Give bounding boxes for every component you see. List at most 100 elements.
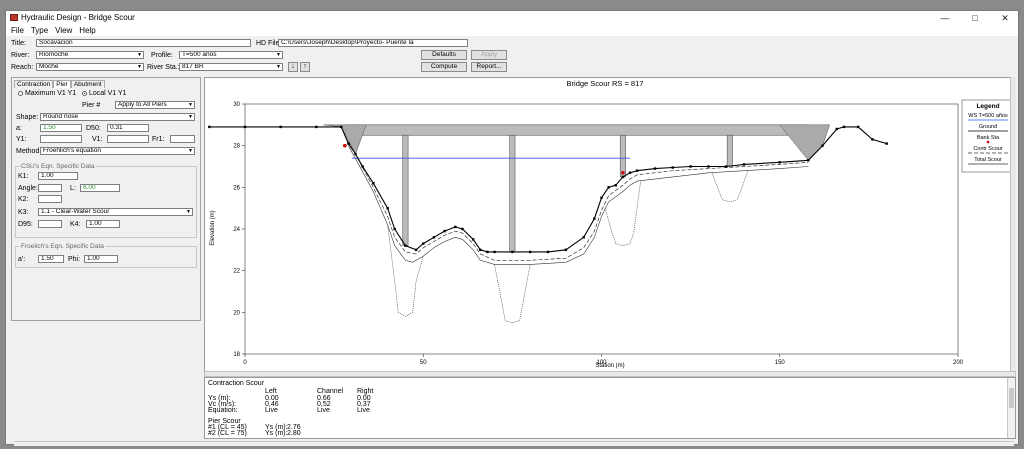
ground-line (209, 126, 887, 253)
scroll-thumb[interactable] (1009, 388, 1014, 408)
y-tick-label: 26 (233, 185, 240, 191)
a-prime-input[interactable]: 1.50 (38, 255, 64, 263)
a-input[interactable]: 1.50 (40, 124, 82, 132)
chart-title: Bridge Scour RS = 817 (567, 79, 644, 88)
d50-input[interactable]: 0.31 (107, 124, 149, 132)
profile-select[interactable]: T=500 años ▼ (179, 51, 283, 59)
k4-input[interactable]: 1.00 (86, 220, 120, 228)
l-input[interactable]: 6.00 (80, 184, 120, 192)
fr1-input[interactable] (170, 135, 195, 143)
l-label: L: (70, 185, 76, 192)
ground-point (479, 248, 482, 252)
close-icon[interactable]: ✕ (1001, 13, 1009, 23)
pier-scour-line (711, 170, 748, 203)
x-axis-label: Station (m) (595, 363, 624, 369)
k2-input[interactable] (38, 195, 62, 203)
report-button[interactable]: Report... (471, 62, 507, 72)
k1-input[interactable]: 1.00 (38, 172, 78, 180)
y-tick-label: 30 (233, 102, 240, 108)
y-tick-label: 24 (233, 227, 240, 233)
ground-point (600, 196, 603, 199)
k3-select[interactable]: 1.1 - Clear-Water Scour ▼ (38, 208, 193, 216)
title-bar: Hydraulic Design - Bridge Scour — □ ✕ (6, 11, 1018, 25)
col-right: Right (357, 388, 374, 395)
apply-all-piers-select[interactable]: Apply to All Piers ▼ (115, 101, 195, 109)
angle-input[interactable] (38, 184, 62, 192)
defaults-button[interactable]: Defaults (421, 50, 467, 60)
ground-point (689, 165, 692, 168)
reach-select[interactable]: Moche ▼ (36, 63, 144, 71)
tab-contraction[interactable]: Contraction (14, 80, 54, 88)
menu-file[interactable]: File (11, 26, 24, 35)
river-sta-label: River Sta.: (147, 64, 180, 71)
ground-point (354, 152, 357, 156)
ground-point (315, 125, 318, 129)
hd-file-field[interactable]: C:\Users\Joseph\Desktop\Proyecto- Puente… (278, 39, 468, 47)
ground-point (208, 125, 211, 129)
y1-input[interactable] (40, 135, 82, 143)
d95-label: D95: (18, 221, 33, 228)
ground-point (279, 125, 282, 129)
output-scrollbar[interactable] (1007, 378, 1015, 438)
x-tick-label: 200 (953, 360, 964, 366)
down-arrow-button[interactable]: ↓ (288, 62, 298, 72)
col-channel: Channel (317, 388, 344, 395)
cell: Live (265, 407, 278, 414)
chart-horizontal-scrollbar[interactable] (204, 371, 1016, 377)
tab-pier[interactable]: Pier (53, 80, 71, 88)
river-select[interactable]: Riomoche ▼ (36, 51, 144, 59)
method-select[interactable]: Froehlich's equation ▼ (40, 147, 195, 155)
title-input[interactable]: Socavacion (36, 39, 251, 47)
status-bar (14, 441, 1014, 446)
minimize-icon[interactable]: — (940, 13, 950, 23)
csu-group: CSU's Eqn. Specific Data K1: 1.00 Angle:… (15, 163, 197, 238)
phi-input[interactable]: 1.00 (84, 255, 118, 263)
local-v1y1-option[interactable]: Local V1 Y1 (82, 90, 127, 98)
bank-station-point (343, 143, 347, 148)
menu-view[interactable]: View (55, 26, 73, 35)
ground-point (486, 250, 489, 254)
ground-point (725, 165, 728, 168)
ground-point (582, 236, 585, 239)
ground-point (393, 227, 396, 231)
froehlich-group: Froelich's Eqn. Specific Data a': 1.50 P… (15, 243, 197, 268)
apply-button[interactable]: Apply (471, 50, 507, 60)
contraction-scour-title: Contraction Scour (208, 380, 265, 387)
ground-point (461, 227, 464, 231)
radio-selected-icon (82, 90, 87, 96)
ground-point (564, 248, 568, 252)
ground-point (628, 171, 632, 174)
ground-point (529, 250, 532, 254)
river-sta-select[interactable]: 817 BR ▼ (179, 63, 283, 71)
left-abutment (323, 124, 367, 155)
shape-select[interactable]: Round nose ▼ (40, 113, 195, 121)
ground-point (546, 250, 550, 254)
y-axis-label: Elevation (m) (210, 210, 216, 245)
cell: 0.66 (317, 395, 331, 402)
cell: Live (317, 407, 330, 414)
app-icon (10, 14, 18, 21)
ground-point (856, 125, 860, 129)
y-tick-label: 18 (233, 352, 240, 358)
froehlich-group-title: Froelich's Eqn. Specific Data (20, 243, 105, 250)
d95-input[interactable] (38, 220, 62, 228)
v1-input[interactable] (107, 135, 149, 143)
menu-help[interactable]: Help (79, 26, 96, 35)
compute-button[interactable]: Compute (421, 62, 467, 72)
menu-type[interactable]: Type (30, 26, 49, 35)
ground-point (243, 125, 247, 129)
pier (726, 134, 733, 167)
tab-abutment[interactable]: Abutment (70, 80, 105, 88)
chart-vertical-scrollbar[interactable] (1010, 77, 1016, 371)
pier-ys-value: 2.76 (287, 424, 301, 431)
maximize-icon[interactable]: □ (972, 13, 978, 23)
legend-entry: Contr Scour (973, 146, 1003, 152)
arrow-down-icon: ↓ (291, 63, 295, 70)
up-arrow-button[interactable]: ↑ (300, 62, 310, 72)
y-tick-label: 22 (233, 269, 240, 275)
window-title: Hydraulic Design - Bridge Scour (21, 13, 135, 22)
pier-scour-line (604, 181, 641, 247)
ground-point (635, 169, 639, 172)
max-v1y1-option[interactable]: Maximum V1 Y1 (18, 90, 76, 98)
cell: 0.52 (317, 401, 331, 408)
